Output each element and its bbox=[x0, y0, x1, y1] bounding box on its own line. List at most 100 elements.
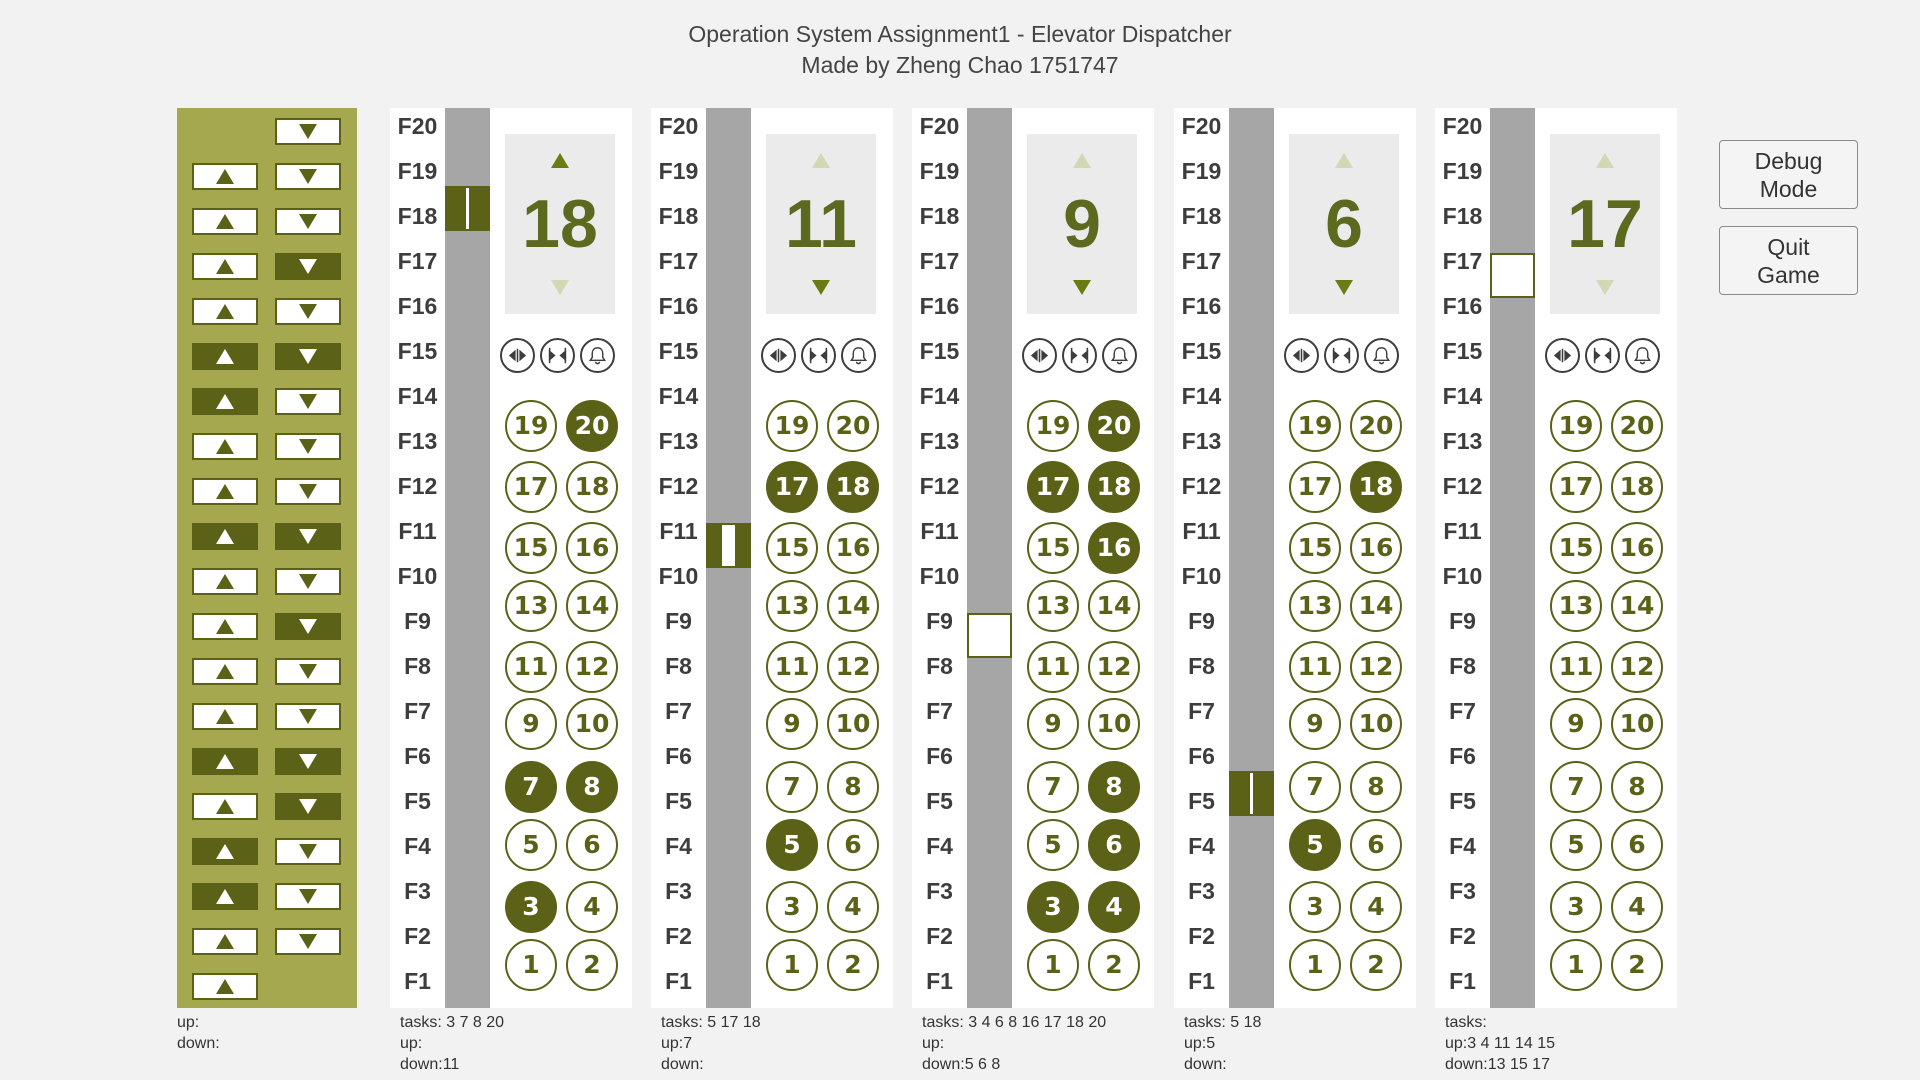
open-door-button[interactable] bbox=[761, 338, 796, 373]
floor-button-4[interactable]: 4 bbox=[1350, 881, 1402, 933]
hall-up-button-f4[interactable] bbox=[192, 838, 258, 865]
floor-button-12[interactable]: 12 bbox=[1088, 641, 1140, 693]
floor-button-12[interactable]: 12 bbox=[827, 641, 879, 693]
floor-button-18[interactable]: 18 bbox=[1350, 461, 1402, 513]
hall-down-button-f8[interactable] bbox=[275, 658, 341, 685]
floor-button-10[interactable]: 10 bbox=[566, 698, 618, 750]
floor-button-5[interactable]: 5 bbox=[1289, 819, 1341, 871]
hall-up-button-f16[interactable] bbox=[192, 298, 258, 325]
floor-button-7[interactable]: 7 bbox=[1550, 761, 1602, 813]
floor-button-1[interactable]: 1 bbox=[1027, 939, 1079, 991]
floor-button-10[interactable]: 10 bbox=[1088, 698, 1140, 750]
floor-button-1[interactable]: 1 bbox=[766, 939, 818, 991]
alarm-button[interactable] bbox=[1102, 338, 1137, 373]
alarm-button[interactable] bbox=[1625, 338, 1660, 373]
open-door-button[interactable] bbox=[1545, 338, 1580, 373]
floor-button-16[interactable]: 16 bbox=[827, 522, 879, 574]
hall-down-button-f5[interactable] bbox=[275, 793, 341, 820]
hall-up-button-f18[interactable] bbox=[192, 208, 258, 235]
floor-button-14[interactable]: 14 bbox=[1611, 580, 1663, 632]
floor-button-20[interactable]: 20 bbox=[1611, 400, 1663, 452]
hall-down-button-f15[interactable] bbox=[275, 343, 341, 370]
floor-button-1[interactable]: 1 bbox=[505, 939, 557, 991]
hall-down-button-f4[interactable] bbox=[275, 838, 341, 865]
floor-button-16[interactable]: 16 bbox=[1350, 522, 1402, 574]
floor-button-19[interactable]: 19 bbox=[1289, 400, 1341, 452]
floor-button-15[interactable]: 15 bbox=[1027, 522, 1079, 574]
hall-up-button-f1[interactable] bbox=[192, 973, 258, 1000]
hall-down-button-f14[interactable] bbox=[275, 388, 341, 415]
hall-down-button-f12[interactable] bbox=[275, 478, 341, 505]
hall-up-button-f9[interactable] bbox=[192, 613, 258, 640]
floor-button-9[interactable]: 9 bbox=[766, 698, 818, 750]
hall-up-button-f7[interactable] bbox=[192, 703, 258, 730]
floor-button-11[interactable]: 11 bbox=[505, 641, 557, 693]
floor-button-15[interactable]: 15 bbox=[505, 522, 557, 574]
hall-down-button-f2[interactable] bbox=[275, 928, 341, 955]
floor-button-9[interactable]: 9 bbox=[1027, 698, 1079, 750]
hall-up-button-f6[interactable] bbox=[192, 748, 258, 775]
floor-button-18[interactable]: 18 bbox=[1611, 461, 1663, 513]
floor-button-10[interactable]: 10 bbox=[1350, 698, 1402, 750]
alarm-button[interactable] bbox=[1364, 338, 1399, 373]
hall-down-button-f16[interactable] bbox=[275, 298, 341, 325]
floor-button-12[interactable]: 12 bbox=[566, 641, 618, 693]
floor-button-4[interactable]: 4 bbox=[566, 881, 618, 933]
close-door-button[interactable] bbox=[540, 338, 575, 373]
floor-button-9[interactable]: 9 bbox=[1550, 698, 1602, 750]
floor-button-4[interactable]: 4 bbox=[827, 881, 879, 933]
close-door-button[interactable] bbox=[1062, 338, 1097, 373]
floor-button-12[interactable]: 12 bbox=[1350, 641, 1402, 693]
floor-button-10[interactable]: 10 bbox=[1611, 698, 1663, 750]
floor-button-14[interactable]: 14 bbox=[1088, 580, 1140, 632]
floor-button-3[interactable]: 3 bbox=[766, 881, 818, 933]
floor-button-11[interactable]: 11 bbox=[766, 641, 818, 693]
floor-button-15[interactable]: 15 bbox=[1550, 522, 1602, 574]
alarm-button[interactable] bbox=[841, 338, 876, 373]
floor-button-3[interactable]: 3 bbox=[1289, 881, 1341, 933]
floor-button-5[interactable]: 5 bbox=[505, 819, 557, 871]
hall-down-button-f18[interactable] bbox=[275, 208, 341, 235]
floor-button-10[interactable]: 10 bbox=[827, 698, 879, 750]
hall-down-button-f19[interactable] bbox=[275, 163, 341, 190]
floor-button-19[interactable]: 19 bbox=[1550, 400, 1602, 452]
floor-button-11[interactable]: 11 bbox=[1027, 641, 1079, 693]
floor-button-19[interactable]: 19 bbox=[505, 400, 557, 452]
floor-button-7[interactable]: 7 bbox=[1289, 761, 1341, 813]
floor-button-7[interactable]: 7 bbox=[766, 761, 818, 813]
floor-button-13[interactable]: 13 bbox=[1289, 580, 1341, 632]
hall-down-button-f3[interactable] bbox=[275, 883, 341, 910]
open-door-button[interactable] bbox=[1022, 338, 1057, 373]
hall-down-button-f11[interactable] bbox=[275, 523, 341, 550]
hall-up-button-f19[interactable] bbox=[192, 163, 258, 190]
hall-up-button-f8[interactable] bbox=[192, 658, 258, 685]
floor-button-18[interactable]: 18 bbox=[827, 461, 879, 513]
floor-button-8[interactable]: 8 bbox=[1088, 761, 1140, 813]
hall-down-button-f17[interactable] bbox=[275, 253, 341, 280]
floor-button-8[interactable]: 8 bbox=[1350, 761, 1402, 813]
floor-button-7[interactable]: 7 bbox=[1027, 761, 1079, 813]
open-door-button[interactable] bbox=[1284, 338, 1319, 373]
floor-button-17[interactable]: 17 bbox=[1027, 461, 1079, 513]
floor-button-13[interactable]: 13 bbox=[505, 580, 557, 632]
close-door-button[interactable] bbox=[1324, 338, 1359, 373]
floor-button-14[interactable]: 14 bbox=[1350, 580, 1402, 632]
floor-button-13[interactable]: 13 bbox=[1550, 580, 1602, 632]
floor-button-2[interactable]: 2 bbox=[566, 939, 618, 991]
floor-button-13[interactable]: 13 bbox=[766, 580, 818, 632]
floor-button-8[interactable]: 8 bbox=[1611, 761, 1663, 813]
floor-button-2[interactable]: 2 bbox=[827, 939, 879, 991]
floor-button-14[interactable]: 14 bbox=[566, 580, 618, 632]
hall-up-button-f17[interactable] bbox=[192, 253, 258, 280]
floor-button-4[interactable]: 4 bbox=[1088, 881, 1140, 933]
hall-down-button-f13[interactable] bbox=[275, 433, 341, 460]
floor-button-17[interactable]: 17 bbox=[1550, 461, 1602, 513]
floor-button-1[interactable]: 1 bbox=[1550, 939, 1602, 991]
floor-button-20[interactable]: 20 bbox=[1350, 400, 1402, 452]
floor-button-11[interactable]: 11 bbox=[1289, 641, 1341, 693]
floor-button-5[interactable]: 5 bbox=[766, 819, 818, 871]
hall-up-button-f10[interactable] bbox=[192, 568, 258, 595]
floor-button-16[interactable]: 16 bbox=[1611, 522, 1663, 574]
floor-button-6[interactable]: 6 bbox=[1350, 819, 1402, 871]
floor-button-9[interactable]: 9 bbox=[505, 698, 557, 750]
